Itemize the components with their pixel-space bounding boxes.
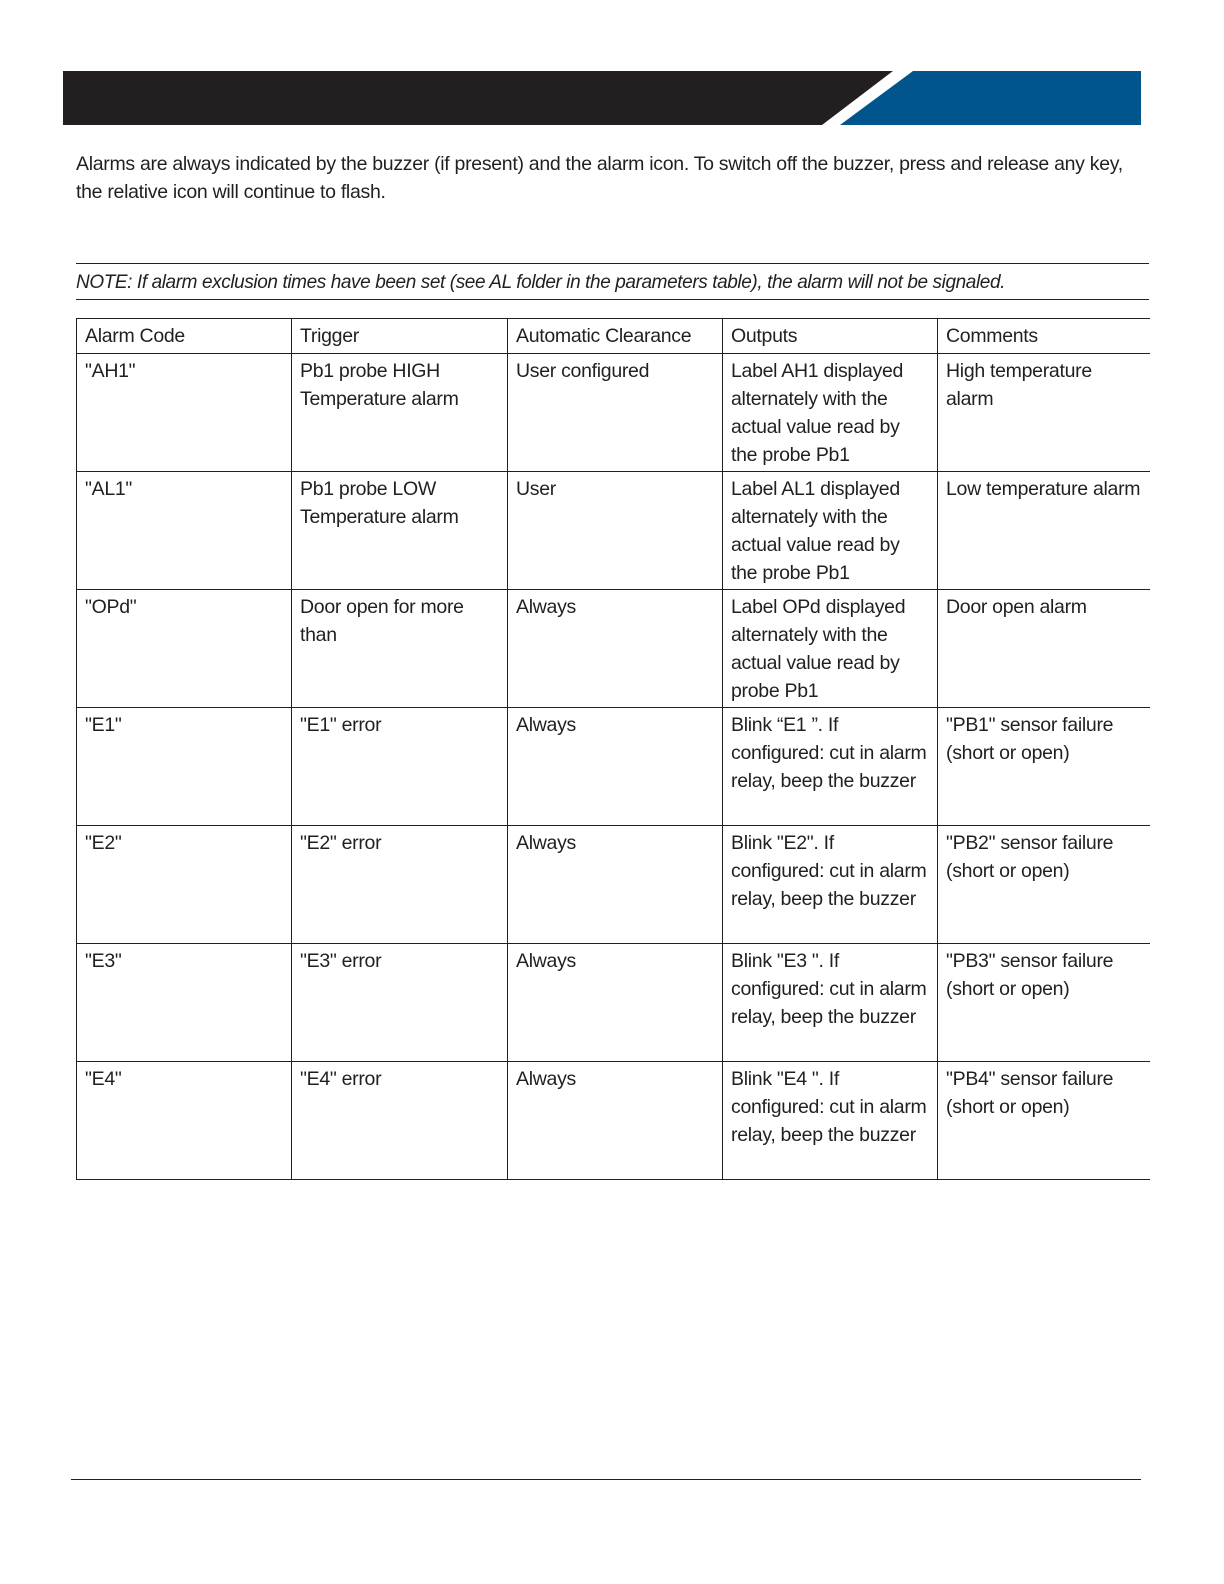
cell-trigger: "E2" error xyxy=(291,825,508,944)
cell-outputs: Label OPd displayed alternately with the… xyxy=(722,589,938,708)
table-row: "E2" "E2" error Always Blink "E2". If confi… xyxy=(76,825,1150,944)
table-row: "AH1" Pb1 probe HIGH Temperature alarm Use… xyxy=(76,353,1150,472)
alarm-table: Alarm Code Trigger Automatic Clearance O… xyxy=(76,318,1150,1180)
cell-automatic-clearance: Always xyxy=(507,589,723,708)
cell-automatic-clearance: Always xyxy=(507,707,723,826)
cell-trigger: Pb1 probe HIGH Temperature alarm xyxy=(291,353,508,472)
table-row: "E4" "E4" error Always Blink "E4 ". If conf… xyxy=(76,1061,1150,1180)
cell-alarm-code: "E4" xyxy=(76,1061,292,1180)
cell-comments: High temperature alarm xyxy=(937,353,1150,472)
cell-alarm-code: "AH1" xyxy=(76,353,292,472)
cell-trigger: "E4" error xyxy=(291,1061,508,1180)
cell-outputs: Label AH1 displayed alternately with the… xyxy=(722,353,938,472)
note: NOTE: If alarm exclusion times have been… xyxy=(76,263,1149,300)
cell-alarm-code: "E3" xyxy=(76,943,292,1062)
cell-trigger: "E1" error xyxy=(291,707,508,826)
header-outputs: Outputs xyxy=(722,318,938,354)
cell-comments: Door open alarm xyxy=(937,589,1150,708)
cell-trigger: Door open for more than xyxy=(291,589,508,708)
cell-alarm-code: "E2" xyxy=(76,825,292,944)
cell-outputs: Label AL1 displayed alternately with the… xyxy=(722,471,938,590)
cell-automatic-clearance: User xyxy=(507,471,723,590)
header-automatic-clearance: Automatic Clearance xyxy=(507,318,723,354)
cell-alarm-code: "AL1" xyxy=(76,471,292,590)
cell-comments: "PB1" sensor failure (short or open) xyxy=(937,707,1150,826)
table-header-row: Alarm Code Trigger Automatic Clearance O… xyxy=(76,318,1150,354)
cell-comments: "PB4" sensor failure (short or open) xyxy=(937,1061,1150,1180)
cell-outputs: Blink "E2". If configured: cut in alarm … xyxy=(722,825,938,944)
cell-automatic-clearance: Always xyxy=(507,943,723,1062)
cell-outputs: Blink “E1 ”. If configured: cut in alarm… xyxy=(722,707,938,826)
header-banner xyxy=(63,71,1141,125)
header-trigger: Trigger xyxy=(291,318,508,354)
table-row: "E1" "E1" error Always Blink “E1 ”. If conf… xyxy=(76,707,1150,826)
banner-dark-band xyxy=(63,71,893,125)
cell-comments: "PB3" sensor failure (short or open) xyxy=(937,943,1150,1062)
table-row: "AL1" Pb1 probe LOW Temperature alarm User… xyxy=(76,471,1150,590)
cell-outputs: Blink "E4 ". If configured: cut in alarm… xyxy=(722,1061,938,1180)
intro-paragraph: Alarms are always indicated by the buzze… xyxy=(76,153,1123,203)
footer-divider xyxy=(71,1479,1141,1480)
cell-outputs: Blink "E3 ". If configured: cut in alarm… xyxy=(722,943,938,1062)
cell-comments: "PB2" sensor failure (short or open) xyxy=(937,825,1150,944)
banner-blue-band xyxy=(840,71,1141,125)
header-comments: Comments xyxy=(937,318,1150,354)
cell-trigger: Pb1 probe LOW Temperature alarm xyxy=(291,471,508,590)
cell-comments: Low temperature alarm xyxy=(937,471,1150,590)
cell-automatic-clearance: Always xyxy=(507,825,723,944)
cell-alarm-code: "E1" xyxy=(76,707,292,826)
header-alarm-code: Alarm Code xyxy=(76,318,292,354)
cell-trigger: "E3" error xyxy=(291,943,508,1062)
cell-automatic-clearance: Always xyxy=(507,1061,723,1180)
cell-automatic-clearance: User configured xyxy=(507,353,723,472)
table-row: "E3" "E3" error Always Blink "E3 ". If conf… xyxy=(76,943,1150,1062)
cell-alarm-code: "OPd" xyxy=(76,589,292,708)
table-row: "OPd" Door open for more than Always Label … xyxy=(76,589,1150,708)
